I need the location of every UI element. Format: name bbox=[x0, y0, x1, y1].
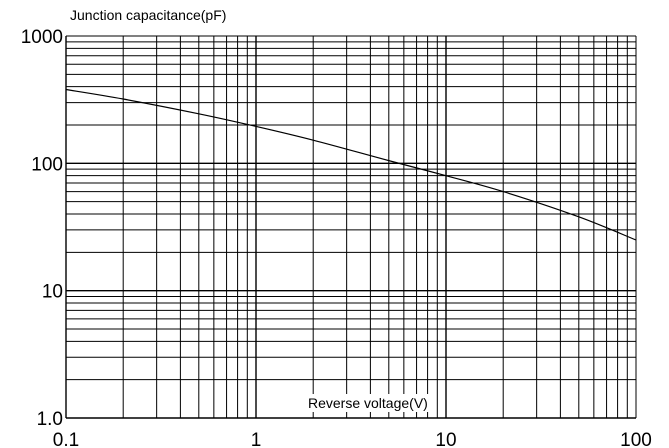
x-axis-label-background bbox=[305, 394, 431, 412]
x-axis-label: Reverse voltage(V) bbox=[308, 395, 428, 411]
y-tick-label: 1.0 bbox=[37, 409, 63, 430]
x-tick-label: 100 bbox=[620, 430, 652, 448]
grid bbox=[65, 35, 637, 419]
x-tick-label: 1 bbox=[251, 430, 262, 448]
y-tick-label: 1000 bbox=[21, 27, 63, 48]
series-line-0 bbox=[65, 88, 637, 241]
y-tick-label: 100 bbox=[31, 154, 63, 175]
series-layer bbox=[65, 88, 637, 241]
y-axis-label: Junction capacitance(pF) bbox=[70, 7, 226, 23]
x-tick-label: 0.1 bbox=[53, 430, 79, 448]
y-tick-label: 10 bbox=[42, 282, 63, 303]
x-tick-label: 10 bbox=[435, 430, 456, 448]
tick-labels: 0.1 1 10 100 1.0 10 100 1000 bbox=[21, 27, 652, 448]
